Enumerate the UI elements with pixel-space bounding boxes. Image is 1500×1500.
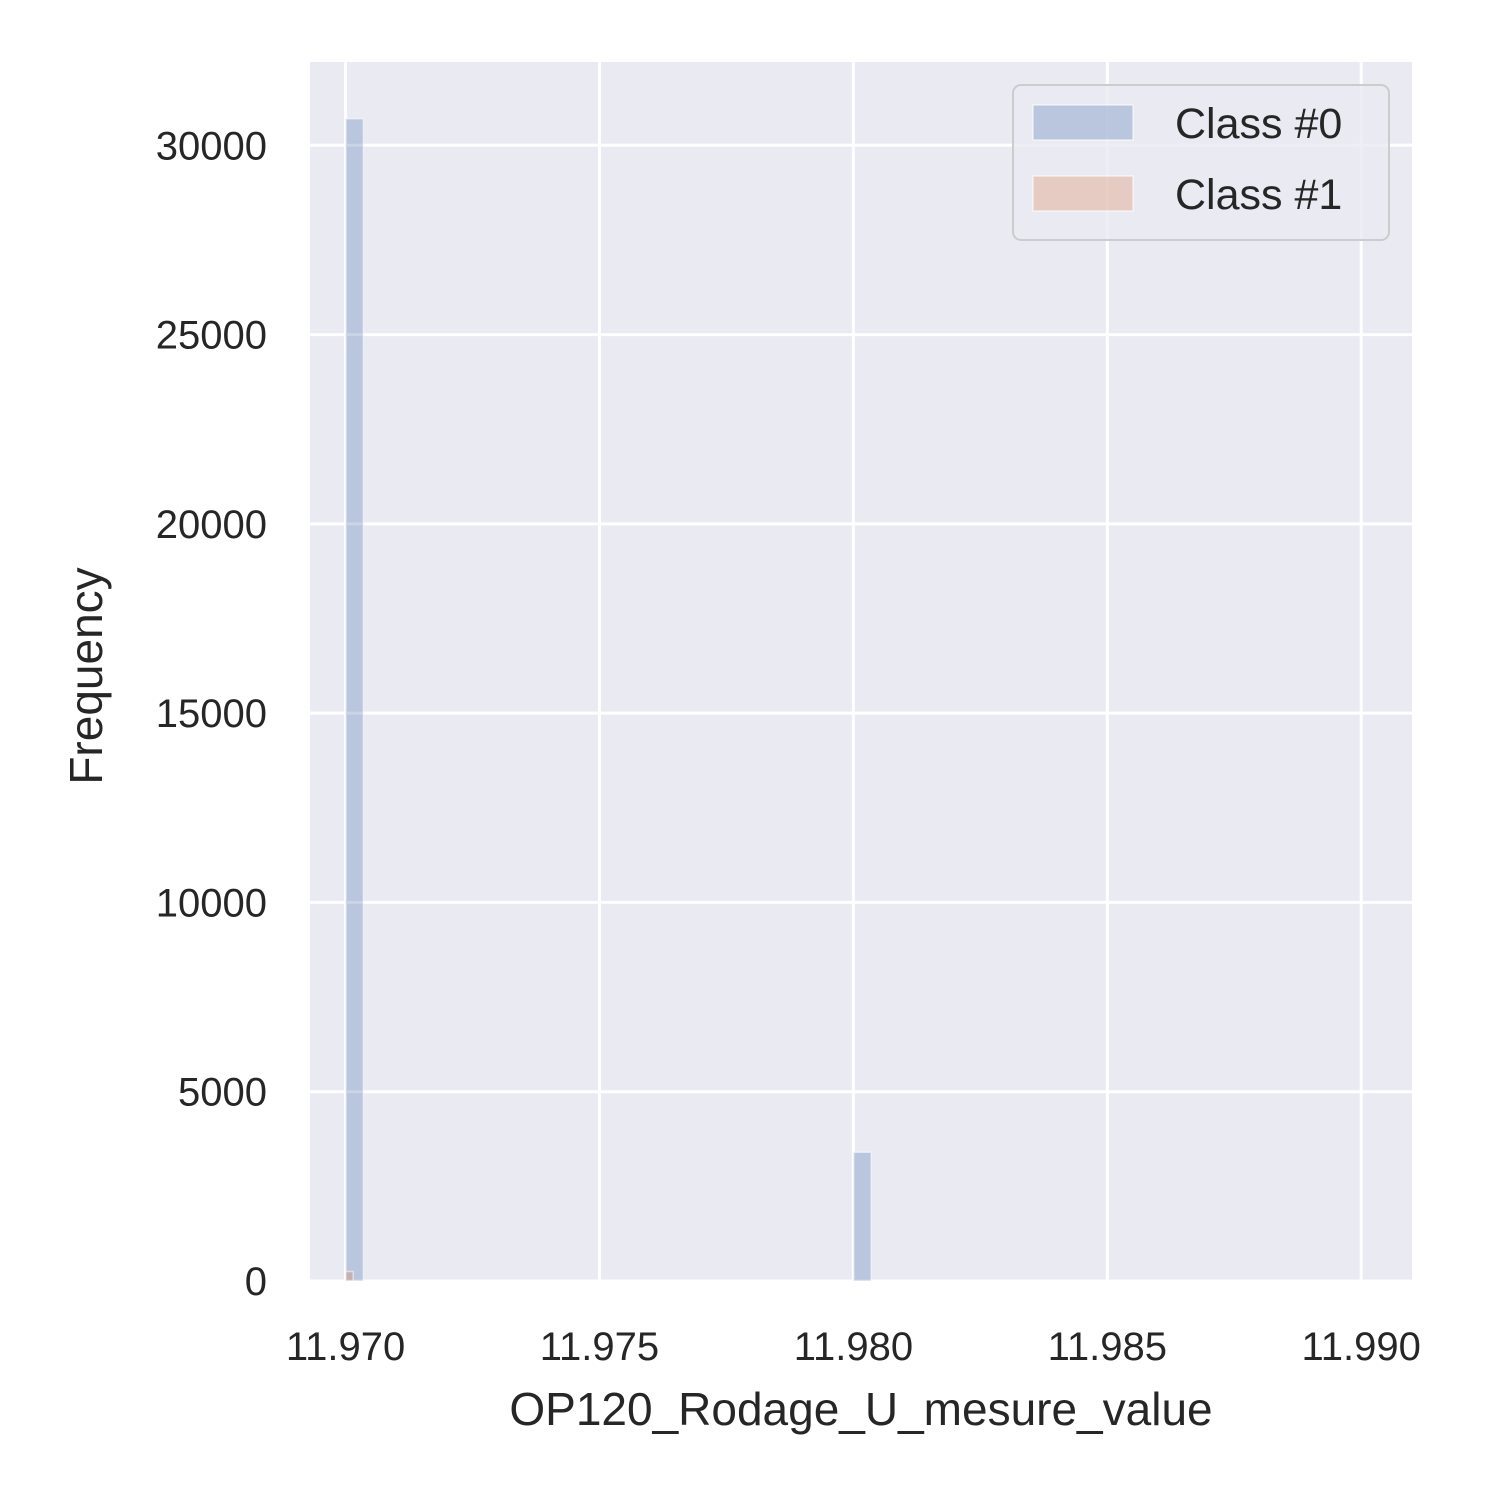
y-tick-label: 20000 — [156, 503, 267, 547]
bar-class-0-0 — [344, 118, 365, 1282]
y-tick-label: 5000 — [178, 1071, 267, 1115]
x-tick-label: 11.990 — [1302, 1325, 1421, 1369]
y-tick-label: 30000 — [156, 124, 267, 168]
x-tick-label: 11.985 — [1048, 1325, 1167, 1369]
legend-box — [1012, 84, 1390, 241]
bars — [344, 118, 872, 1282]
tick-labels: 11.970 11.975 11.980 11.985 11.990 0 5000 10000… — [156, 124, 1421, 1369]
x-axis-label: OP120_Rodage_U_mesure_value — [509, 1383, 1212, 1435]
y-tick-label: 0 — [245, 1260, 267, 1304]
y-tick-label: 25000 — [156, 314, 267, 358]
y-axis-label: Frequency — [60, 567, 112, 784]
bar-class-1-0 — [344, 1270, 354, 1282]
x-tick-label: 11.980 — [794, 1325, 913, 1369]
legend-label-class-0: Class #0 — [1175, 100, 1342, 148]
y-tick-label: 15000 — [156, 692, 267, 736]
legend-label-class-1: Class #1 — [1175, 171, 1342, 219]
x-tick-label: 11.970 — [286, 1325, 405, 1369]
legend: Class #0 Class #1 — [1012, 84, 1390, 241]
x-tick-label: 11.975 — [540, 1325, 659, 1369]
legend-swatch-class-1 — [1032, 175, 1134, 212]
bar-class-0-1 — [852, 1151, 872, 1282]
y-tick-label: 10000 — [156, 881, 267, 925]
legend-swatch-class-0 — [1032, 104, 1134, 141]
plot-background — [310, 62, 1412, 1281]
